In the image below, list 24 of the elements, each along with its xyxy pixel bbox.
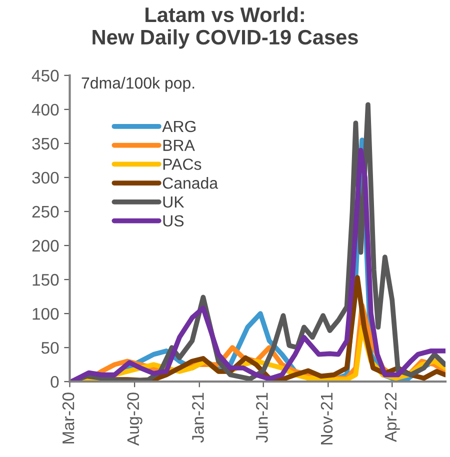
x-tick-label: Jan-21 bbox=[192, 392, 204, 443]
legend-label: UK bbox=[163, 196, 184, 208]
annotation: 7dma/100k pop. bbox=[82, 76, 194, 92]
legend-label: BRA bbox=[163, 140, 195, 151]
y-tick-label: 300 bbox=[32, 172, 59, 184]
x-tick-label: Mar-20 bbox=[62, 392, 74, 444]
legend-label: ARG bbox=[162, 120, 196, 132]
y-tick-label: 50 bbox=[41, 342, 59, 354]
legend-label: Canada bbox=[162, 177, 218, 189]
y-tick-label: 450 bbox=[32, 70, 59, 82]
legend-label: PACs bbox=[163, 158, 202, 170]
y-tick-label: 350 bbox=[32, 138, 59, 150]
x-tick-label: Jun-21 bbox=[256, 392, 268, 443]
legend-label: US bbox=[163, 215, 184, 227]
y-tick-label: 100 bbox=[32, 308, 59, 320]
x-tick-label: Aug-20 bbox=[127, 392, 142, 446]
x-tick-label: Apr-22 bbox=[384, 392, 400, 442]
chart-title: Latam vs World: New Daily COVID-19 Cases bbox=[92, 6, 358, 49]
y-tick-label: 150 bbox=[32, 274, 59, 286]
y-tick-label: 400 bbox=[32, 104, 59, 116]
x-tick-label: Nov-21 bbox=[320, 392, 333, 444]
y-tick-label: 200 bbox=[32, 240, 59, 252]
y-tick-label: 250 bbox=[32, 206, 59, 218]
y-tick-label: 0 bbox=[50, 376, 59, 388]
